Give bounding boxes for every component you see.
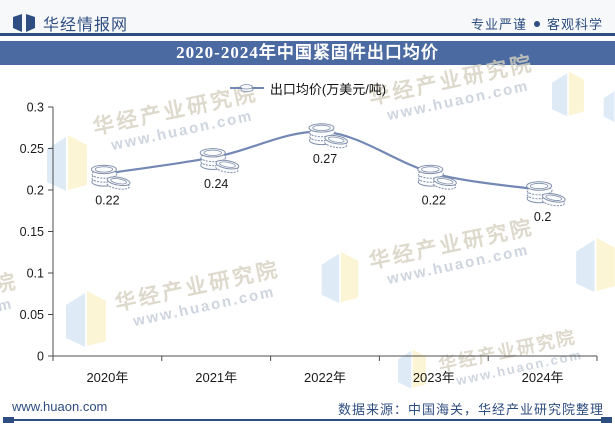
header: 华经情报网 专业严谨 客观科学 bbox=[0, 0, 615, 35]
data-label: 0.27 bbox=[313, 152, 337, 166]
y-tick-label: 0.25 bbox=[20, 142, 44, 156]
x-axis-label: 2021年 bbox=[195, 370, 237, 385]
y-tick-label: 0.2 bbox=[27, 184, 44, 198]
x-axis-label: 2024年 bbox=[522, 370, 564, 385]
brand-name: 华经情报网 bbox=[43, 17, 129, 34]
line-chart: 0 0.05 0.1 0.15 0.2 0.25 0.3 2020年 2021年 2022年 202… bbox=[20, 101, 598, 385]
watermark-logo-icon bbox=[66, 291, 106, 347]
bottom-rule-endcap-right bbox=[601, 417, 612, 423]
bottom-rule bbox=[3, 419, 612, 421]
tagline-right: 客观科学 bbox=[546, 17, 603, 32]
brand: 华经情报网 bbox=[12, 11, 128, 35]
data-label: 0.22 bbox=[422, 193, 446, 207]
footer-site-url: www.huaon.com bbox=[12, 399, 108, 414]
y-tick-label: 0.1 bbox=[27, 267, 44, 281]
coin-stack-marker-icon bbox=[417, 164, 457, 190]
data-label: 0.24 bbox=[204, 177, 228, 191]
x-axis-label: 2022年 bbox=[304, 370, 346, 385]
axes: 0 0.05 0.1 0.15 0.2 0.25 0.3 2020年 2021年 2022年 202… bbox=[20, 101, 598, 385]
huajing-book-logo-icon bbox=[13, 14, 35, 32]
coin-stack-marker-icon bbox=[526, 181, 566, 207]
header-tagline: 专业严谨 客观科学 bbox=[471, 14, 603, 33]
tagline-left: 专业严谨 bbox=[470, 17, 527, 32]
watermark-logo-icon bbox=[576, 237, 615, 293]
watermark-logo-icon bbox=[603, 91, 615, 122]
tagline-separator-dot-icon bbox=[533, 20, 540, 27]
x-axis-label: 2023年 bbox=[413, 370, 455, 385]
y-tick-label: 0 bbox=[37, 350, 44, 364]
coin-stack-marker-icon bbox=[90, 164, 131, 190]
chart-title: 2020-2024年中国紧固件出口均价 bbox=[0, 41, 615, 65]
data-point-markers bbox=[90, 123, 566, 207]
legend: 出口均价(万美元/吨) bbox=[0, 78, 615, 98]
watermark-logo-icon bbox=[398, 349, 426, 389]
footer-data-source: 数据来源：中国海关，华经产业研究院整理 bbox=[337, 402, 604, 417]
data-label: 0.22 bbox=[95, 193, 119, 207]
data-labels: 0.22 0.24 0.27 0.22 0.2 bbox=[95, 152, 551, 224]
coin-stack-marker-icon bbox=[199, 148, 240, 174]
coin-stack-marker-icon bbox=[308, 123, 349, 149]
y-tick-label: 0.05 bbox=[20, 308, 44, 322]
x-axis-label: 2020年 bbox=[86, 370, 128, 385]
header-divider bbox=[0, 33, 615, 36]
data-label: 0.2 bbox=[534, 210, 551, 224]
legend-line-coin-marker-icon bbox=[229, 84, 264, 93]
bottom-rule-endcap-left bbox=[3, 417, 14, 423]
legend-label: 出口均价(万美元/吨) bbox=[269, 81, 387, 97]
watermark-logo-icon bbox=[47, 135, 87, 191]
y-tick-label: 0.15 bbox=[20, 225, 44, 239]
watermark-logo-icon bbox=[552, 71, 584, 117]
watermark-logo-icon bbox=[321, 251, 359, 304]
y-tick-label: 0.3 bbox=[27, 101, 44, 115]
